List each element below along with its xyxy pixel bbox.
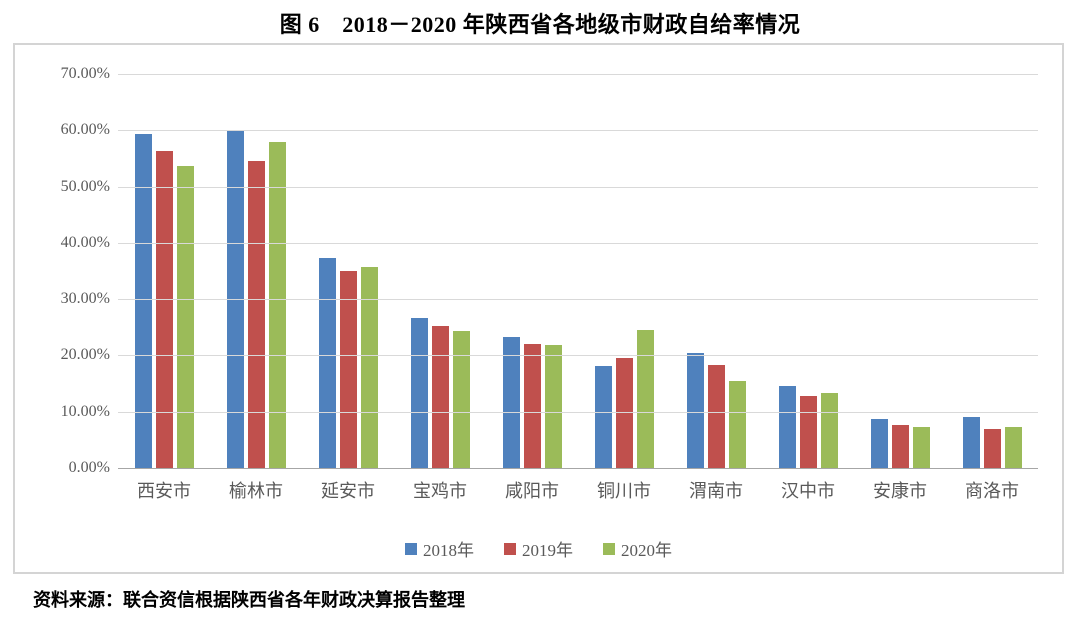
bar-2020-xianyang <box>544 344 562 468</box>
gridline-70.00% <box>118 74 1038 75</box>
x-axis-label-hanzhong: 汉中市 <box>781 481 835 501</box>
y-tick-label-7: 0.00% <box>68 459 110 476</box>
bar-2018-yanan <box>318 258 336 468</box>
legend-color-swatch-2018 <box>405 542 417 555</box>
bar-group-yulin <box>210 74 302 468</box>
x-axis-label-baoji: 宝鸡市 <box>413 481 467 501</box>
bar-2018-hanzhong <box>778 386 796 468</box>
bar-2019-yanan <box>339 271 357 468</box>
y-tick-label-6: 10.00% <box>60 402 110 420</box>
y-tick-label-1: 60.00% <box>60 121 110 139</box>
chart-container: 70.00% 60.00% 50.00% 40.00% 30.00% 20.00% 10.0… <box>13 43 1064 574</box>
bar-2020-hanzhong <box>820 393 838 468</box>
chart-legend: 2018年 2019年 2020年 <box>15 536 1062 561</box>
bar-2019-baoji <box>431 326 449 468</box>
legend-label-2020: 2020年 <box>621 541 672 560</box>
bar-2018-shangluo <box>962 416 980 468</box>
gridline-30.00% <box>118 299 1038 301</box>
plot-area <box>118 74 1038 469</box>
x-axis-label-yulin: 榆林市 <box>229 481 283 501</box>
bar-2019-yulin <box>247 160 265 468</box>
legend-color-swatch-2020 <box>603 542 615 555</box>
bar-2020-yulin <box>268 141 286 468</box>
bar-2020-yanan <box>360 266 378 468</box>
bar-2019-tongchuan <box>615 357 633 468</box>
bar-group-hanzhong <box>762 74 854 468</box>
x-axis-line <box>118 468 1038 469</box>
gridline-10.00% <box>118 411 1038 413</box>
bar-2019-xianyang <box>523 344 541 468</box>
y-tick-label-2: 50.00% <box>60 177 110 195</box>
x-axis-label-xian: 西安市 <box>137 481 191 501</box>
bar-2018-tongchuan <box>594 366 612 468</box>
bar-2020-weinan <box>728 380 746 468</box>
bar-2020-tongchuan <box>636 330 654 468</box>
x-axis-label-weinan: 渭南市 <box>689 481 743 501</box>
bar-group-ankang <box>854 74 946 468</box>
bar-2019-weinan <box>707 365 725 468</box>
bar-2020-ankang <box>912 427 930 468</box>
x-axis-label-shangluo: 商洛市 <box>965 481 1019 501</box>
x-axis-label-tongchuan: 铜川市 <box>597 481 651 501</box>
bar-2018-yulin <box>226 129 244 468</box>
bar-group-yanan <box>302 74 394 468</box>
bar-2020-shangluo <box>1004 427 1022 468</box>
bar-2019-ankang <box>891 425 909 468</box>
legend-label-2018: 2018年 <box>423 541 474 560</box>
legend-item-2020: 2020年 <box>603 536 672 561</box>
y-tick-label-4: 30.00% <box>60 290 110 308</box>
x-axis-label-yanan: 延安市 <box>321 481 375 501</box>
legend-color-swatch-2019 <box>504 542 516 555</box>
bar-2020-baoji <box>452 330 470 468</box>
bar-group-baoji <box>394 74 486 468</box>
bar-group-tongchuan <box>578 74 670 468</box>
y-tick-label-0: 70.00% <box>60 65 110 82</box>
y-tick-label-5: 20.00% <box>60 346 110 364</box>
bar-group-xianyang <box>486 74 578 468</box>
legend-item-2018: 2018年 <box>405 536 474 561</box>
gridline-40.00% <box>118 242 1038 244</box>
legend-item-2019: 2019年 <box>504 536 573 561</box>
bar-groups <box>118 74 1038 468</box>
bar-group-shangluo <box>946 74 1038 468</box>
source-note: 资料来源：联合资信根据陕西省各年财政决算报告整理 <box>33 590 465 610</box>
legend-label-2019: 2019年 <box>522 541 573 560</box>
bar-group-xian <box>118 74 210 468</box>
bar-2018-xianyang <box>502 336 520 468</box>
bar-2019-hanzhong <box>799 395 817 468</box>
bar-2019-shangluo <box>983 428 1001 468</box>
gridline-20.00% <box>118 355 1038 357</box>
y-tick-label-3: 40.00% <box>60 233 110 251</box>
bar-2018-ankang <box>870 419 888 468</box>
figure-title: 图 6 2018－2020 年陕西省各地级市财政自给率情况 <box>279 12 801 37</box>
gridline-60.00% <box>118 130 1038 132</box>
x-axis-label-ankang: 安康市 <box>873 481 927 501</box>
bar-2020-xian <box>176 165 194 468</box>
bar-2019-xian <box>155 151 173 468</box>
x-axis-labels: 西安市 榆林市 延安市 宝鸡市 咸阳市 铜川市 渭南市 汉中市 安康市 商洛市 <box>118 477 1038 503</box>
gridline-50.00% <box>118 186 1038 188</box>
bar-group-weinan <box>670 74 762 468</box>
x-axis-label-xianyang: 咸阳市 <box>505 481 559 501</box>
bar-2018-weinan <box>686 352 704 468</box>
bar-2018-xian <box>134 133 152 468</box>
bar-2018-baoji <box>410 318 428 468</box>
y-axis-tick-labels: 70.00% 60.00% 50.00% 40.00% 30.00% 20.00% 10.0… <box>15 65 110 476</box>
